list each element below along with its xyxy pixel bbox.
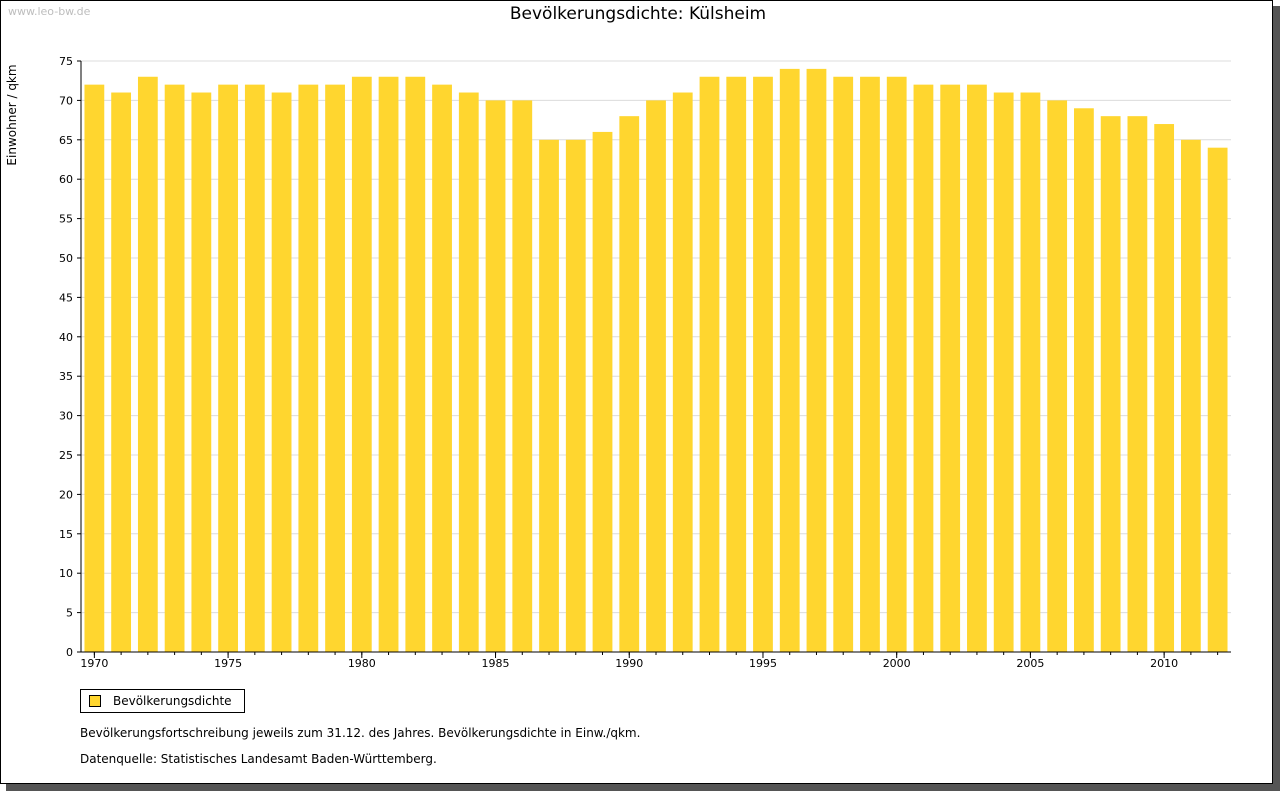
bar	[806, 68, 827, 652]
bar	[886, 76, 907, 652]
bar	[84, 84, 105, 652]
y-axis-label: Einwohner / qkm	[5, 64, 19, 165]
bar	[325, 84, 345, 652]
tick-labels: 0 5 10 15 20 25 30 35 40 45 50 55 60 65 70 75 1970 1975 19…	[59, 55, 1178, 670]
bar	[619, 116, 640, 652]
legend-swatch	[89, 695, 101, 707]
y-tick-label: 25	[59, 449, 73, 462]
x-tick-label: 1975	[214, 657, 242, 670]
bar	[1074, 108, 1094, 652]
bar	[405, 76, 426, 652]
bar	[164, 84, 185, 652]
y-tick-label: 5	[66, 607, 73, 620]
bar	[1180, 139, 1201, 653]
bar	[726, 76, 747, 652]
y-tick-label: 35	[59, 370, 73, 383]
y-tick-label: 65	[59, 134, 73, 147]
legend: Bevölkerungsdichte	[80, 689, 245, 713]
bar	[351, 76, 372, 652]
frame-shadow-bottom	[6, 784, 1280, 791]
bar	[1127, 116, 1148, 652]
bar	[913, 84, 934, 652]
bar	[298, 84, 319, 652]
y-tick-label: 15	[59, 528, 73, 541]
y-tick-label: 55	[59, 213, 73, 226]
bar	[485, 100, 506, 652]
bar	[218, 84, 238, 652]
bar	[565, 139, 586, 653]
bar	[378, 76, 399, 652]
chart-title: Bevölkerungsdichte: Külsheim	[509, 4, 767, 24]
y-tick-label: 40	[59, 331, 73, 344]
y-tick-label: 30	[59, 410, 73, 423]
bar	[672, 92, 693, 652]
axes	[77, 60, 1231, 658]
bar	[512, 100, 533, 652]
legend-label: Bevölkerungsdichte	[113, 694, 232, 708]
y-tick-label: 0	[66, 646, 73, 659]
bar	[458, 92, 479, 652]
bar	[1207, 147, 1228, 652]
bar	[1100, 116, 1121, 652]
bar	[191, 92, 212, 652]
watermark: www.leo-bw.de	[8, 5, 91, 18]
x-tick-label: 2005	[1016, 657, 1044, 670]
x-tick-label: 2000	[883, 657, 911, 670]
bar	[940, 84, 961, 652]
y-tick-label: 75	[59, 55, 73, 68]
bar	[111, 92, 132, 652]
bar	[244, 84, 265, 652]
bar	[699, 76, 720, 652]
bar	[592, 131, 613, 653]
bar	[1020, 92, 1041, 652]
footnote-methodology: Bevölkerungsfortschreibung jeweils zum 3…	[80, 726, 641, 740]
bar	[432, 84, 452, 652]
y-tick-label: 50	[59, 252, 73, 265]
x-tick-label: 1985	[482, 657, 510, 670]
y-tick-label: 45	[59, 291, 73, 304]
bar	[137, 76, 158, 652]
footnote-source: Datenquelle: Statistisches Landesamt Bad…	[80, 752, 437, 766]
x-tick-label: 1970	[80, 657, 108, 670]
x-tick-label: 1990	[615, 657, 643, 670]
bar	[967, 84, 987, 652]
bar	[1047, 100, 1068, 652]
bar	[753, 76, 773, 652]
chart-plot: 0 5 10 15 20 25 30 35 40 45 50 55 60 65 70 75 1970 1975 19…	[5, 55, 1231, 670]
bar	[271, 92, 292, 652]
bar	[779, 68, 800, 652]
bar	[539, 139, 559, 653]
bar	[860, 76, 880, 652]
x-tick-label: 2010	[1150, 657, 1178, 670]
y-tick-label: 70	[59, 94, 73, 107]
y-tick-label: 10	[59, 567, 73, 580]
bar	[646, 100, 666, 652]
y-tick-label: 60	[59, 173, 73, 186]
frame-shadow-right	[1273, 6, 1280, 791]
bars	[84, 68, 1228, 653]
y-tick-label: 20	[59, 488, 73, 501]
bar	[1154, 124, 1175, 653]
x-tick-label: 1995	[749, 657, 777, 670]
bar	[833, 76, 854, 652]
bar	[993, 92, 1014, 652]
x-tick-label: 1980	[348, 657, 376, 670]
